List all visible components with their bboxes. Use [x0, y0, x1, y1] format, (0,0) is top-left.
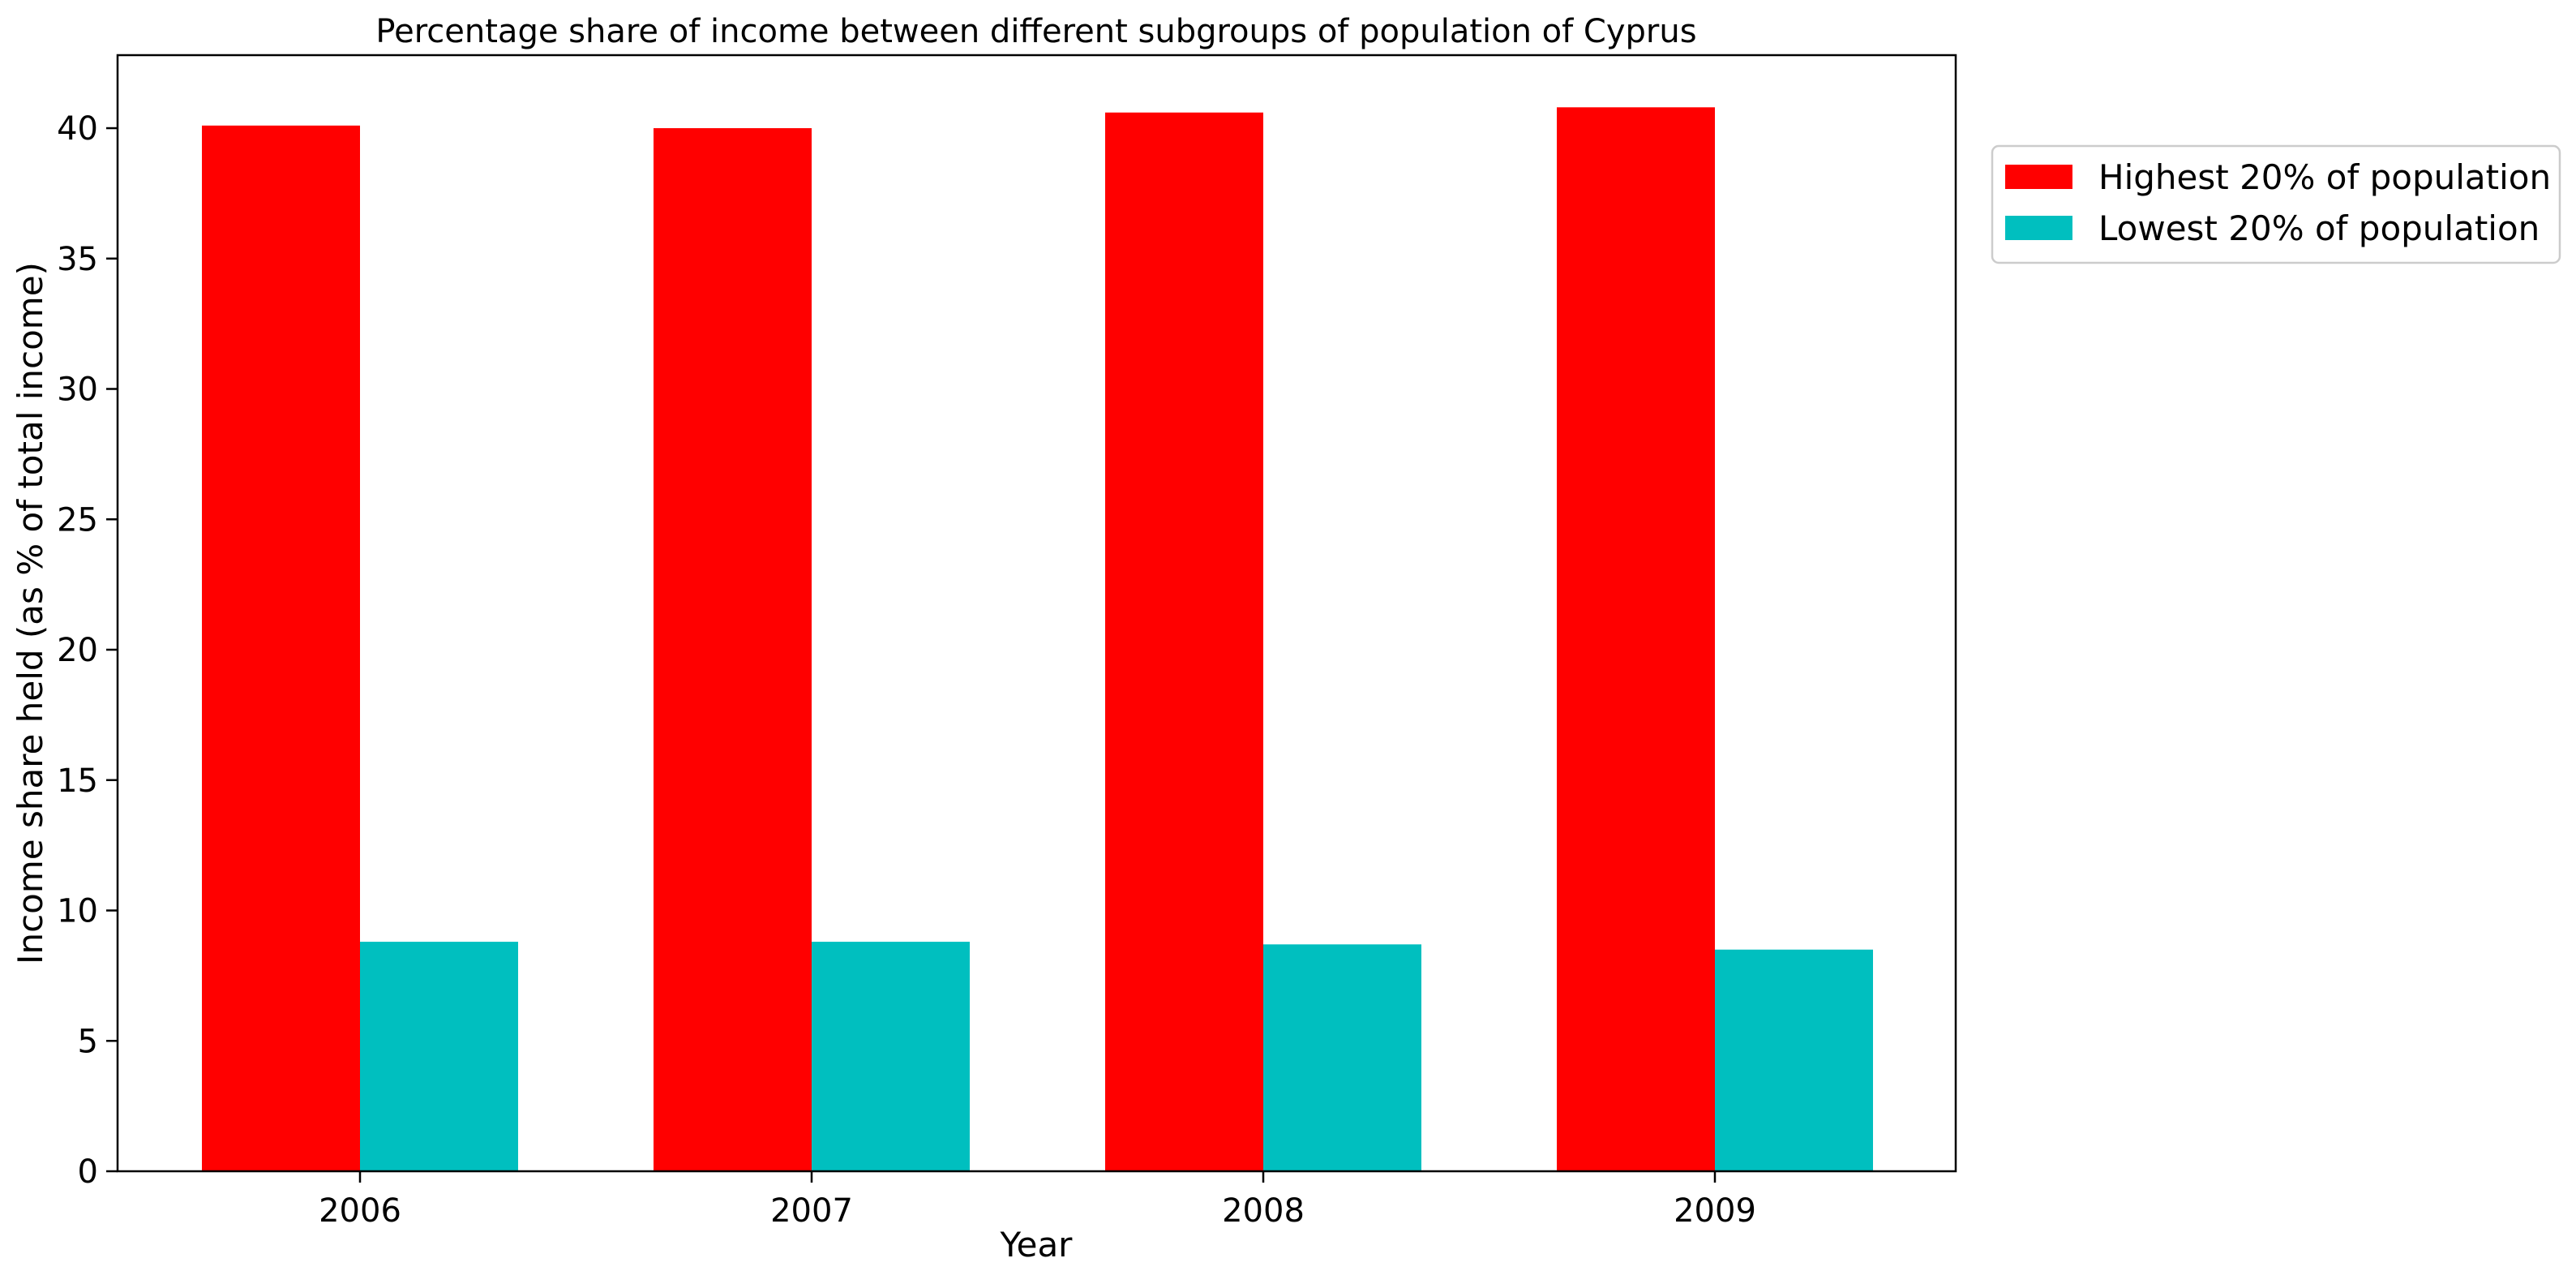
- bar-highest-20-2008: [1105, 112, 1263, 1171]
- y-tick-label-20: 20: [57, 632, 98, 669]
- y-tick-label-35: 35: [57, 241, 98, 278]
- bar-highest-20-2009: [1557, 107, 1715, 1171]
- y-tick-label-10: 10: [57, 893, 98, 930]
- bar-lowest-20-2007: [812, 942, 970, 1171]
- x-axis-label: Year: [1000, 1225, 1074, 1265]
- x-tick-label-2006: 2006: [319, 1192, 401, 1230]
- legend: Highest 20% of population Lowest 20% of …: [1991, 144, 2561, 264]
- legend-label-highest-20: Highest 20% of population: [2098, 157, 2551, 197]
- legend-label-lowest-20: Lowest 20% of population: [2098, 208, 2540, 248]
- y-tick-label-25: 25: [57, 501, 98, 539]
- bar-lowest-20-2009: [1715, 949, 1873, 1171]
- y-axis-label: Income share held (as % of total income): [11, 262, 50, 964]
- legend-swatch-lowest-20: [2005, 216, 2072, 240]
- bar-highest-20-2007: [654, 128, 812, 1172]
- x-tick-label-2009: 2009: [1674, 1192, 1756, 1230]
- bars-layer: [202, 107, 1873, 1172]
- legend-frame: [1991, 144, 2561, 264]
- y-tick-label-30: 30: [57, 371, 98, 409]
- y-tick-label-5: 5: [78, 1023, 98, 1060]
- legend-swatch-highest-20: [2005, 165, 2072, 189]
- bar-lowest-20-2008: [1263, 944, 1421, 1171]
- bar-highest-20-2006: [202, 125, 360, 1172]
- y-tick-label-15: 15: [57, 762, 98, 800]
- y-axis: 0 5 10 15 20 25 30 35 40: [57, 110, 118, 1191]
- y-tick-label-40: 40: [57, 110, 98, 148]
- plot-area-frame: [116, 54, 1957, 1173]
- x-tick-label-2008: 2008: [1222, 1192, 1305, 1230]
- x-tick-label-2007: 2007: [770, 1192, 853, 1230]
- x-axis: 2006 2007 2008 2009: [319, 1171, 1756, 1230]
- bar-lowest-20-2006: [360, 942, 518, 1171]
- chart-title: Percentage share of income between diffe…: [375, 13, 1696, 50]
- y-tick-label-0: 0: [78, 1153, 98, 1191]
